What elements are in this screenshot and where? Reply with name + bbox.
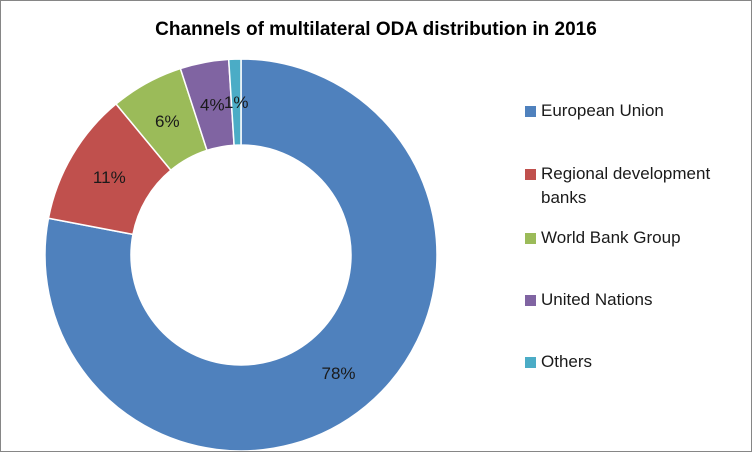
legend-label: United Nations — [541, 290, 653, 309]
legend-swatch — [525, 106, 536, 117]
legend-item: Others — [525, 350, 751, 374]
legend-item: United Nations — [525, 288, 751, 312]
legend-item: World Bank Group — [525, 226, 751, 250]
data-label: 78% — [322, 364, 356, 383]
data-label: 6% — [155, 112, 180, 131]
legend-label: World Bank Group — [541, 228, 681, 247]
legend-item: European Union — [525, 99, 751, 123]
legend-item: Regional development banks — [525, 162, 751, 210]
legend-swatch — [525, 357, 536, 368]
chart-title: Channels of multilateral ODA distributio… — [155, 19, 597, 40]
legend-swatch — [525, 233, 536, 244]
donut-slice-others — [227, 58, 242, 147]
legend-label: Regional development banks — [541, 164, 711, 207]
data-label: 1% — [224, 93, 249, 112]
legend-swatch — [525, 169, 536, 180]
data-label: 11% — [93, 168, 126, 187]
legend-swatch — [525, 295, 536, 306]
legend-label: European Union — [541, 101, 664, 120]
data-label: 4% — [200, 96, 225, 115]
legend-label: Others — [541, 352, 593, 371]
donut-slice-european-union — [44, 58, 438, 451]
